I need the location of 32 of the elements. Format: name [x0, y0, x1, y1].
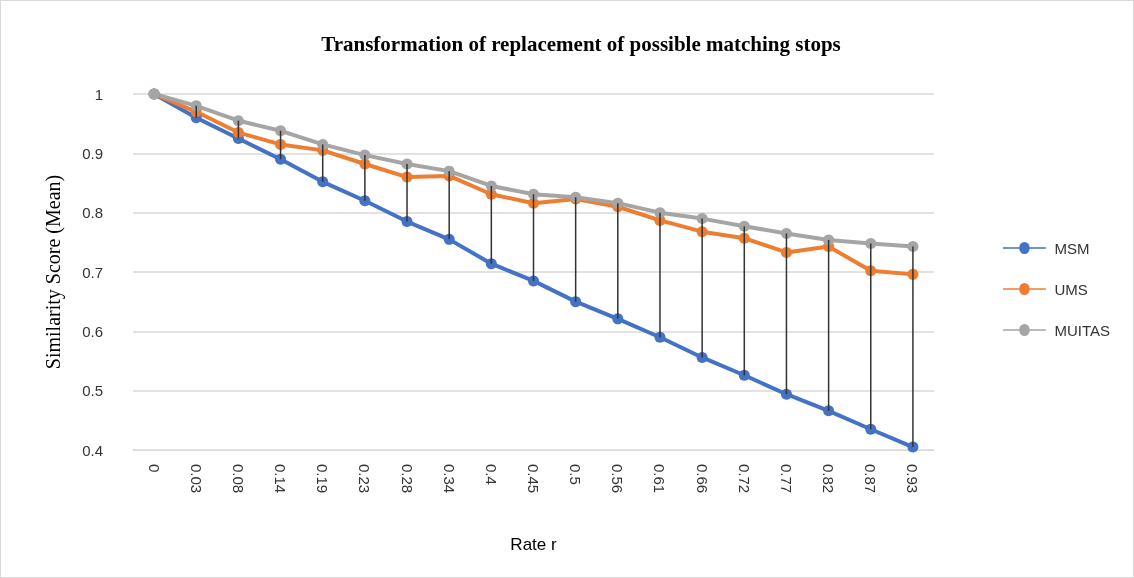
- x-tick-label: 0.5: [567, 464, 585, 485]
- chart-title: Transformation of replacement of possible matching stops: [321, 31, 841, 56]
- x-tick-label: 0: [145, 464, 163, 473]
- x-tick-label: 0.45: [525, 464, 542, 494]
- x-tick-label: 0.66: [693, 464, 711, 494]
- x-tick-label: 0.03: [187, 464, 205, 494]
- legend-label: MUITAS: [1054, 321, 1111, 339]
- x-tick-label: 0.34: [440, 464, 458, 494]
- x-tick-label: 0.87: [862, 464, 880, 494]
- x-tick-label: 0.19: [314, 464, 332, 494]
- x-tick-label: 0.56: [609, 464, 627, 494]
- x-tick-label: 0.77: [777, 464, 795, 494]
- legend-label: UMS: [1054, 280, 1088, 298]
- x-tick-label: 0.72: [735, 464, 753, 494]
- y-tick-label: 0.4: [82, 441, 103, 459]
- x-axis-title: Rate r: [510, 535, 557, 554]
- x-tick-label: 0.61: [651, 464, 669, 494]
- y-tick-label: 0.6: [82, 322, 103, 340]
- x-tick-label: 0.4: [482, 464, 500, 485]
- y-tick-label: 0.8: [82, 204, 103, 222]
- y-tick-label: 0.5: [82, 382, 103, 400]
- x-tick-label: 0.08: [229, 464, 247, 494]
- y-tick-label: 1: [94, 85, 103, 103]
- x-tick-label: 0.14: [272, 464, 290, 494]
- legend-label: MSM: [1054, 239, 1090, 257]
- y-tick-label: 0.7: [82, 263, 103, 281]
- y-axis-title: Similarity Score (Mean): [42, 174, 65, 370]
- x-tick-label: 0.23: [356, 464, 374, 494]
- x-tick-label: 0.82: [820, 464, 838, 494]
- x-tick-label: 0.28: [398, 464, 416, 494]
- x-tick-label: 0.93: [904, 464, 922, 494]
- y-tick-label: 0.9: [82, 144, 103, 162]
